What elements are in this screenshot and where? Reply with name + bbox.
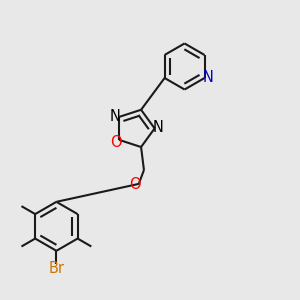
Text: O: O — [110, 135, 122, 150]
Text: N: N — [203, 70, 214, 86]
Text: O: O — [129, 177, 141, 192]
Text: Br: Br — [49, 261, 65, 276]
Text: N: N — [153, 120, 164, 135]
Text: N: N — [110, 109, 121, 124]
